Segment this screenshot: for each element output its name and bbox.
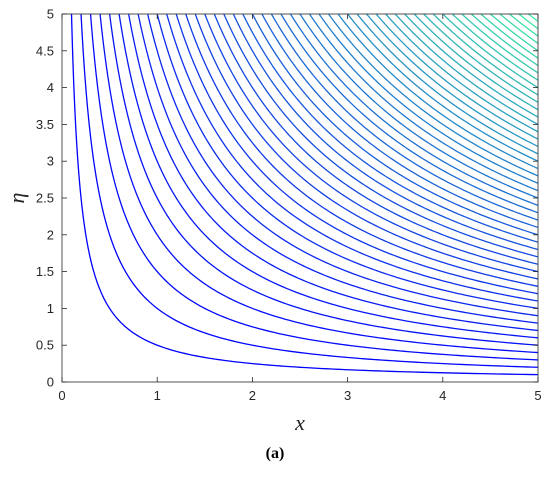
contour-line-12 [175, 14, 538, 295]
contour-line-48 [518, 14, 538, 30]
contour-line-36 [404, 14, 538, 118]
contour-line-27 [318, 14, 538, 184]
x-tick-label: 2 [249, 388, 256, 403]
contour-line-33 [375, 14, 538, 140]
y-tick-label: 2.5 [36, 191, 54, 206]
contour-line-7 [128, 14, 538, 332]
contour-line-2 [80, 14, 538, 368]
contour-line-9 [147, 14, 538, 317]
contour-line-39 [432, 14, 538, 96]
contour-lines [70, 14, 538, 376]
contour-line-19 [242, 14, 538, 243]
x-tick-label: 5 [534, 388, 541, 403]
contour-chart: 0 1 2 3 4 5 0 0.5 1 1.5 2 2.5 3 3.5 4 4.5 5 x η [4, 7, 542, 436]
y-tick-label: 4 [47, 80, 54, 95]
contour-line-13 [185, 14, 538, 287]
y-tick-label: 3.5 [36, 117, 54, 132]
contour-line-3 [89, 14, 538, 361]
tick-labels: 0 1 2 3 4 5 0 0.5 1 1.5 2 2.5 3 3.5 4 4.5 5 [36, 7, 542, 404]
contour-line-6 [118, 14, 538, 339]
contour-line-34 [385, 14, 538, 133]
contour-line-4 [99, 14, 538, 354]
contour-line-24 [289, 14, 538, 206]
contour-line-31 [356, 14, 538, 155]
contour-line-29 [337, 14, 538, 170]
contour-line-26 [308, 14, 538, 192]
contour-line-21 [261, 14, 538, 229]
axes [61, 13, 539, 383]
figure-caption: (a) [0, 445, 550, 463]
contour-line-46 [499, 14, 538, 44]
y-tick-label: 2 [47, 227, 54, 242]
contour-line-37 [413, 14, 538, 111]
y-tick-label: 5 [47, 7, 54, 22]
y-tick-label: 1.5 [36, 264, 54, 279]
x-axis-label: x [294, 410, 305, 435]
y-tick-label: 0 [47, 375, 54, 390]
contour-line-38 [423, 14, 538, 103]
contour-line-23 [280, 14, 538, 214]
contour-line-11 [166, 14, 538, 302]
x-tick-label: 1 [154, 388, 161, 403]
contour-line-25 [299, 14, 538, 199]
contour-line-43 [470, 14, 538, 67]
contour-line-10 [156, 14, 538, 310]
y-tick-label: 4.5 [36, 43, 54, 58]
contour-line-40 [442, 14, 538, 89]
contour-line-28 [327, 14, 538, 177]
caption-text: (a) [265, 445, 285, 462]
contour-line-5 [108, 14, 538, 346]
contour-line-14 [194, 14, 538, 280]
x-tick-label: 3 [344, 388, 351, 403]
contour-line-42 [461, 14, 538, 74]
contour-line-44 [480, 14, 538, 59]
contour-line-17 [223, 14, 538, 258]
y-tick-label: 3 [47, 154, 54, 169]
contour-line-8 [137, 14, 538, 324]
contour-line-32 [366, 14, 538, 148]
x-tick-label: 0 [58, 388, 65, 403]
y-tick-label: 1 [47, 301, 54, 316]
contour-line-16 [213, 14, 538, 265]
contour-line-20 [251, 14, 538, 236]
contour-line-45 [489, 14, 538, 52]
contour-line-22 [270, 14, 538, 221]
contour-line-47 [508, 14, 538, 37]
contour-line-1 [70, 14, 538, 376]
y-axis-label: η [4, 193, 29, 204]
contour-line-18 [232, 14, 538, 251]
contour-line-35 [394, 14, 538, 125]
contour-line-15 [204, 14, 538, 273]
contour-line-30 [347, 14, 538, 162]
y-tick-label: 0.5 [36, 338, 54, 353]
contour-line-41 [451, 14, 538, 81]
plot-area [62, 14, 538, 382]
x-tick-label: 4 [439, 388, 446, 403]
